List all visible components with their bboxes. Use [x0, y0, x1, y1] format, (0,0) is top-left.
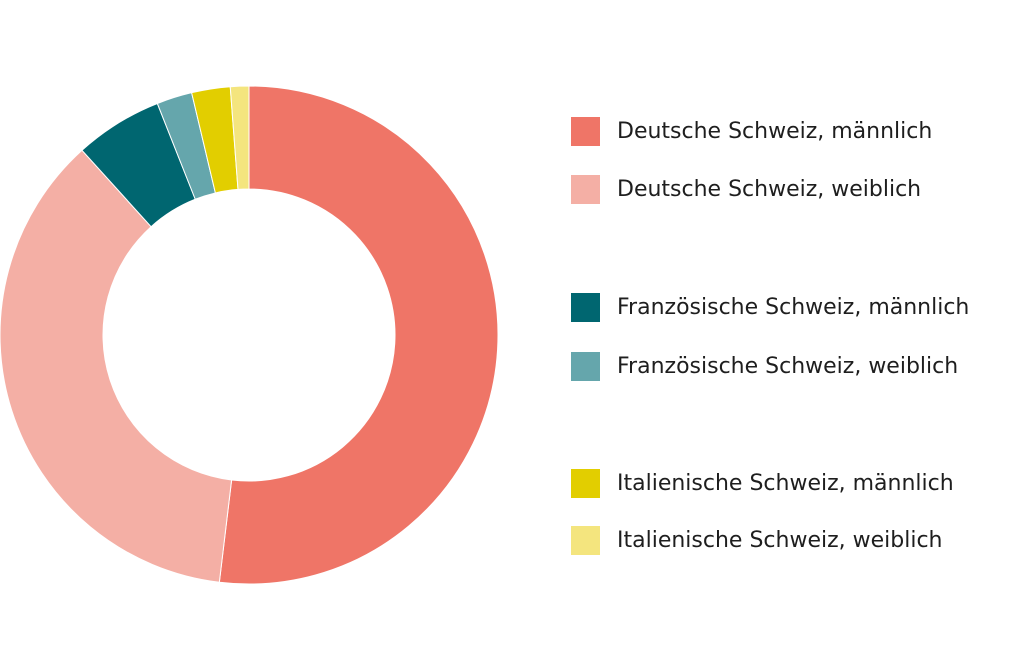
donut-slice-5: [229, 85, 250, 190]
donut-slice-1: [0, 149, 233, 583]
donut-slice-0: [218, 85, 499, 585]
